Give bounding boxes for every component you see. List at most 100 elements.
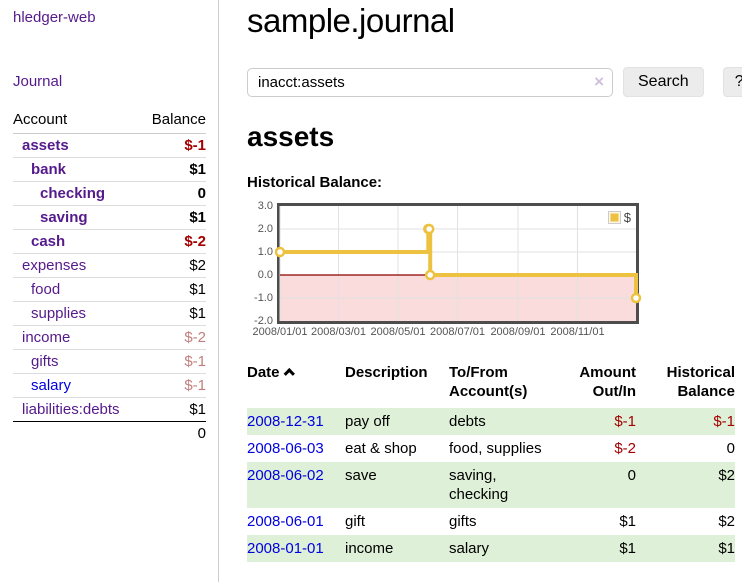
accounts-table: Account Balance assets $-1 bank $1 checking 0… bbox=[13, 105, 206, 445]
transaction-balance: $1 bbox=[636, 535, 735, 562]
chart-x-axis-labels: 2008/01/01 2008/03/01 2008/05/01 2008/07/01… bbox=[252, 326, 742, 342]
account-row: income $-2 bbox=[13, 325, 206, 350]
x-tick-label: 2008/09/01 bbox=[490, 326, 546, 338]
search-bar: × Search ? bbox=[247, 67, 742, 97]
account-row: liabilities:debts $1 bbox=[13, 397, 206, 422]
account-balance: $1 bbox=[140, 397, 206, 422]
account-balance: $2 bbox=[140, 253, 206, 278]
account-row: salary $-1 bbox=[13, 373, 206, 398]
sidebar: hledger-web Journal Account Balance asse… bbox=[0, 0, 219, 582]
transaction-balance: $2 bbox=[718, 513, 735, 530]
transaction-description: gift bbox=[345, 513, 366, 530]
x-tick-label: 2008/05/01 bbox=[370, 326, 426, 338]
transaction-accounts: gifts bbox=[449, 513, 477, 530]
account-row: gifts $-1 bbox=[13, 349, 206, 374]
account-balance: $-1 bbox=[140, 349, 206, 374]
account-row: cash $-2 bbox=[13, 229, 206, 254]
account-balance: $1 bbox=[140, 205, 206, 230]
sidebar-item-journal[interactable]: Journal bbox=[13, 73, 63, 90]
date-column-header[interactable]: Date bbox=[247, 363, 345, 408]
search-button[interactable]: Search bbox=[623, 67, 704, 97]
transaction-accounts: debts bbox=[449, 408, 562, 435]
main-content: sample.journal × Search ? assets Histori… bbox=[219, 0, 742, 582]
account-link-saving[interactable]: saving bbox=[40, 209, 88, 226]
description-column-header: Description bbox=[345, 364, 428, 381]
account-balance: $1 bbox=[140, 301, 206, 326]
y-tick-label: 1.0 bbox=[257, 246, 273, 258]
transaction-date-link[interactable]: 2008-01-01 bbox=[247, 540, 324, 557]
account-link-food[interactable]: food bbox=[31, 281, 61, 298]
transaction-accounts: salary bbox=[449, 535, 562, 562]
accounts-total-balance: 0 bbox=[140, 421, 206, 445]
account-row: bank $1 bbox=[13, 157, 206, 182]
transaction-accounts: saving, checking bbox=[449, 462, 562, 508]
x-tick-label: 2008/03/01 bbox=[310, 326, 367, 338]
y-tick-label: -1.0 bbox=[254, 292, 273, 304]
transaction-balance: 0 bbox=[726, 440, 735, 457]
account-balance: $-2 bbox=[140, 229, 206, 254]
search-input-wrapper: × bbox=[247, 67, 613, 97]
account-balance: $-1 bbox=[184, 137, 206, 154]
account-link-salary[interactable]: salary bbox=[31, 377, 72, 394]
transaction-description: pay off bbox=[345, 408, 449, 435]
account-link-checking[interactable]: checking bbox=[40, 185, 106, 202]
account-row: saving $1 bbox=[13, 205, 206, 230]
amount-column-header: Amount Out/In bbox=[579, 364, 636, 400]
account-link-liabilities-debts[interactable]: liabilities:debts bbox=[22, 401, 120, 418]
transaction-row: 2008-12-31 pay off debts $-1 $-1 bbox=[247, 408, 735, 435]
transaction-description: save bbox=[345, 462, 449, 508]
transaction-accounts: food, supplies bbox=[449, 440, 542, 457]
transaction-description: eat & shop bbox=[345, 440, 417, 457]
page-title: sample.journal bbox=[247, 2, 455, 39]
transaction-row: 2008-06-03 eat & shop food, supplies $-2 0 bbox=[247, 435, 735, 462]
account-link-expenses[interactable]: expenses bbox=[22, 257, 87, 274]
account-row: supplies $1 bbox=[13, 301, 206, 326]
account-link-supplies[interactable]: supplies bbox=[31, 305, 87, 322]
x-tick-label: 2008/01/01 bbox=[252, 326, 308, 338]
transaction-amount: $-2 bbox=[614, 440, 636, 457]
historical-balance-column-header: Historical Balance bbox=[666, 364, 735, 400]
legend-label: $ bbox=[623, 210, 631, 225]
account-link-assets[interactable]: assets bbox=[22, 137, 69, 154]
chart-plot-svg bbox=[274, 206, 642, 321]
x-tick-label: 2008/11/01 bbox=[550, 326, 605, 338]
balance-column-header: Balance bbox=[140, 105, 206, 134]
account-link-gifts[interactable]: gifts bbox=[31, 353, 59, 370]
chart-plot-area: $ bbox=[274, 203, 642, 324]
register-table-body: 2008-12-31 pay off debts $-1 $-1 2008-06-03 ea… bbox=[247, 408, 735, 562]
chart-legend: $ bbox=[605, 209, 633, 226]
transaction-amount: $1 bbox=[619, 513, 636, 530]
y-tick-label: 2.0 bbox=[257, 223, 273, 235]
account-link-cash[interactable]: cash bbox=[31, 233, 66, 250]
transaction-row: 2008-01-01 income salary $1 $1 bbox=[247, 535, 735, 562]
transaction-date-link[interactable]: 2008-06-03 bbox=[247, 440, 324, 457]
transaction-date-link[interactable]: 2008-06-02 bbox=[247, 467, 324, 484]
accounts-column-header-register: To/From Account(s) bbox=[449, 364, 528, 400]
transaction-amount: $1 bbox=[562, 535, 636, 562]
account-row: food $1 bbox=[13, 277, 206, 302]
y-tick-label: -2.0 bbox=[254, 315, 273, 327]
help-button[interactable]: ? bbox=[722, 67, 742, 97]
x-tick-label: 2008/07/01 bbox=[429, 326, 486, 338]
clear-search-icon[interactable]: × bbox=[594, 71, 604, 91]
legend-swatch bbox=[607, 211, 621, 224]
brand-link[interactable]: hledger-web bbox=[13, 9, 96, 26]
register-header-row: Date Description To/From Account(s) Amou… bbox=[247, 363, 735, 408]
account-link-income[interactable]: income bbox=[22, 329, 71, 346]
account-link-bank[interactable]: bank bbox=[31, 161, 67, 178]
transaction-description: income bbox=[345, 535, 449, 562]
chart-title: Historical Balance: bbox=[247, 174, 383, 191]
transaction-date-link[interactable]: 2008-12-31 bbox=[247, 413, 324, 430]
account-balance: $1 bbox=[140, 157, 206, 182]
account-balance: $-1 bbox=[140, 373, 206, 398]
transaction-amount: $-1 bbox=[562, 408, 636, 435]
y-tick-label: 0.0 bbox=[257, 269, 273, 281]
account-balance: $-2 bbox=[140, 325, 206, 350]
transaction-balance: $2 bbox=[636, 462, 735, 508]
transaction-row: 2008-06-02 save saving, checking 0 $2 bbox=[247, 462, 735, 508]
search-input[interactable] bbox=[247, 67, 613, 97]
accounts-total-row: 0 bbox=[13, 421, 206, 445]
account-balance: $1 bbox=[140, 277, 206, 302]
transaction-date-link[interactable]: 2008-06-01 bbox=[247, 513, 324, 530]
sort-ascending-icon bbox=[283, 368, 295, 380]
